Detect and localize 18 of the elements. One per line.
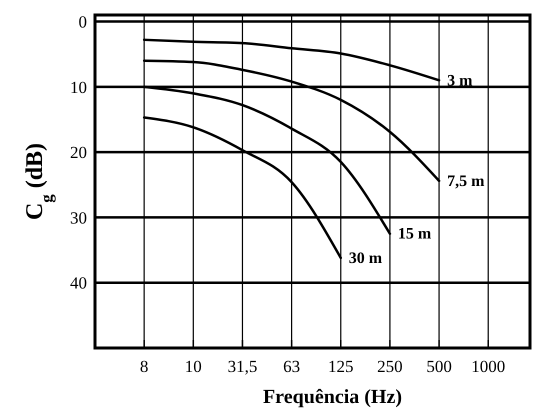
x-axis-title: Frequência (Hz) xyxy=(262,386,402,408)
y-tick-label: 20 xyxy=(70,143,87,162)
x-tick-label: 10 xyxy=(184,357,202,376)
x-tick-label: 250 xyxy=(377,357,403,376)
x-tick-label: 500 xyxy=(426,357,452,376)
series-label: 15 m xyxy=(398,226,432,243)
x-tick-label: 125 xyxy=(328,357,354,376)
y-tick-label: 10 xyxy=(70,78,87,97)
y-tick-label: 40 xyxy=(70,274,87,293)
y-tick-label: 30 xyxy=(70,208,87,228)
x-tick-label: 31,5 xyxy=(228,357,258,376)
series-label: 3 m xyxy=(447,72,474,90)
x-tick-label: 63 xyxy=(283,357,300,376)
x-tick-label: 8 xyxy=(140,357,148,376)
y-tick-label: 0 xyxy=(78,12,87,32)
x-tick-label: 1000 xyxy=(471,357,506,376)
series-label: 7,5 m xyxy=(447,172,486,190)
series-label: 30 m xyxy=(348,250,383,267)
